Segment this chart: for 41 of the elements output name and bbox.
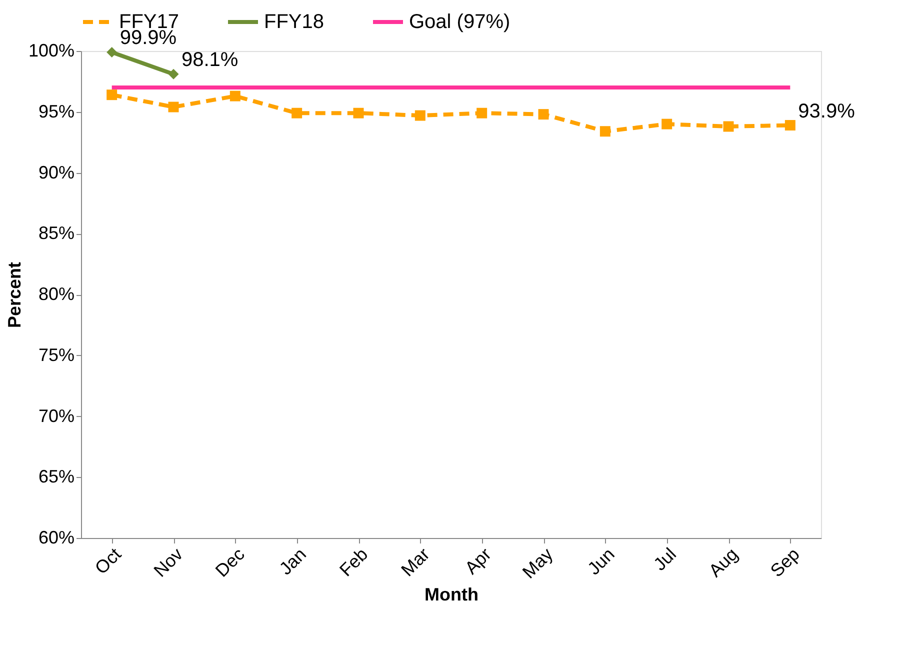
x-tick-label: Feb bbox=[336, 544, 372, 580]
point bbox=[168, 68, 179, 80]
y-tick-label: 60% bbox=[38, 528, 74, 548]
y-tick-label: 80% bbox=[38, 284, 74, 304]
y-tick-label: 65% bbox=[38, 466, 74, 487]
point bbox=[538, 109, 549, 120]
point bbox=[106, 46, 118, 58]
x-tick-label: Sep bbox=[766, 544, 804, 581]
y-tick-label: 95% bbox=[38, 101, 74, 122]
x-tick-label: Jul bbox=[650, 544, 680, 574]
y-tick-label: 75% bbox=[38, 344, 74, 365]
y-axis-title: Percent bbox=[4, 262, 24, 328]
data-label: 93.9% bbox=[798, 100, 856, 122]
x-tick-label: Dec bbox=[212, 544, 248, 581]
x-tick-label: Jan bbox=[275, 544, 310, 579]
point bbox=[414, 110, 426, 121]
legend-label: FFY18 bbox=[264, 11, 324, 33]
point bbox=[476, 108, 488, 118]
legend-label: Goal (97%) bbox=[409, 11, 510, 33]
point bbox=[106, 90, 118, 100]
point bbox=[292, 108, 302, 118]
data-label: 98.1% bbox=[182, 49, 238, 72]
x-tick-label: Nov bbox=[150, 544, 187, 581]
point bbox=[230, 90, 240, 102]
point bbox=[353, 108, 364, 118]
x-tick-label: Jun bbox=[584, 544, 618, 579]
point bbox=[723, 121, 734, 132]
point bbox=[784, 120, 796, 131]
y-tick-label: 90% bbox=[38, 162, 74, 182]
x-tick-label: May bbox=[518, 544, 557, 582]
x-tick-label: Aug bbox=[704, 544, 742, 581]
point bbox=[600, 126, 610, 137]
y-tick-label: 85% bbox=[38, 223, 74, 244]
x-tick-label: Oct bbox=[91, 544, 126, 578]
point bbox=[168, 102, 179, 112]
point bbox=[662, 118, 672, 130]
x-tick-label: Mar bbox=[397, 544, 434, 580]
y-tick-label: 70% bbox=[38, 406, 74, 426]
x-tick-label: Apr bbox=[461, 544, 496, 578]
y-tick-label: 100% bbox=[28, 40, 74, 60]
x-axis-title: Month bbox=[424, 584, 478, 604]
